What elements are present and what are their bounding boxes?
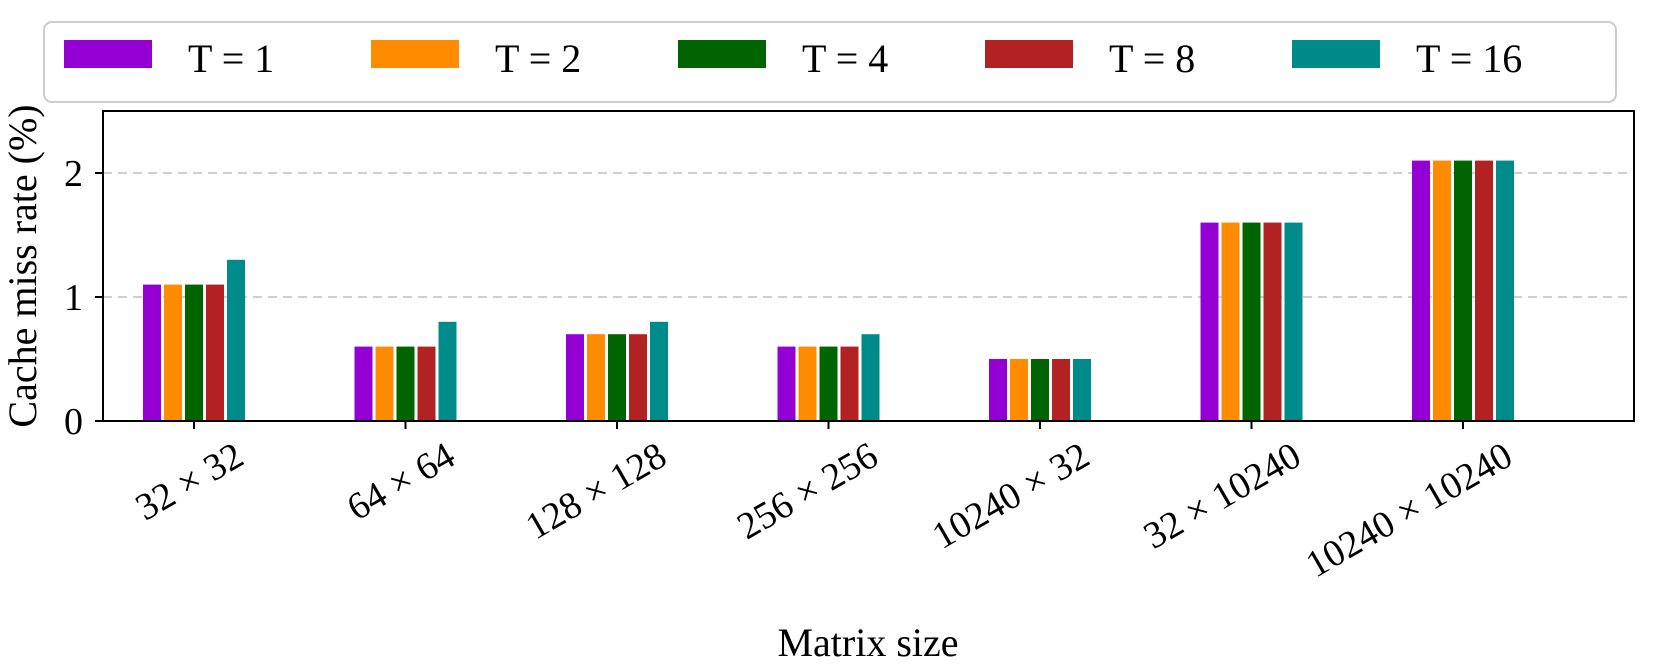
x-tick-label: 32 × 32 bbox=[129, 434, 251, 529]
x-axis-ticks: 32 × 32 64 × 64 128 × 128 256 × 256 10240 × … bbox=[129, 421, 1520, 586]
bar-t8-4 bbox=[1052, 359, 1070, 421]
bar-t1-4 bbox=[989, 359, 1007, 421]
bar-t1-0 bbox=[143, 284, 161, 421]
bar-t16-0 bbox=[227, 259, 245, 421]
legend: T = 1 T = 2 T = 4 T = 8 T = 16 bbox=[43, 21, 1617, 103]
y-axis-ticks: 0 1 2 bbox=[64, 153, 103, 443]
bar-t16-6 bbox=[1496, 160, 1514, 421]
bar-t2-2 bbox=[587, 334, 605, 421]
legend-swatch bbox=[985, 40, 1073, 68]
legend-label: T = 2 bbox=[495, 36, 581, 81]
bar-t2-1 bbox=[375, 346, 394, 421]
x-tick-label: 10240 × 32 bbox=[925, 434, 1096, 557]
bar-t4-4 bbox=[1031, 359, 1049, 421]
bar-t16-4 bbox=[1073, 359, 1091, 421]
legend-swatch bbox=[678, 40, 766, 68]
bar-t4-6 bbox=[1454, 160, 1472, 421]
bar-t16-2 bbox=[650, 321, 668, 421]
legend-label: T = 8 bbox=[1109, 36, 1195, 81]
legend-label: T = 1 bbox=[188, 36, 274, 81]
x-tick-label: 256 × 256 bbox=[730, 434, 885, 548]
bar-t8-0 bbox=[206, 284, 224, 421]
legend-swatch bbox=[371, 40, 459, 68]
bar-t8-6 bbox=[1475, 160, 1493, 421]
bar-t16-5 bbox=[1284, 222, 1303, 421]
y-tick-label: 0 bbox=[64, 401, 83, 443]
bar-t2-5 bbox=[1221, 222, 1240, 421]
plot-frame bbox=[102, 110, 1635, 422]
bar-t2-4 bbox=[1010, 359, 1028, 421]
bar-t16-1 bbox=[438, 321, 457, 421]
bar-t4-0 bbox=[185, 284, 203, 421]
bar-t8-5 bbox=[1263, 222, 1282, 421]
bar-t2-3 bbox=[798, 346, 817, 421]
bar-t8-1 bbox=[417, 346, 436, 421]
x-tick-label: 128 × 128 bbox=[519, 434, 674, 548]
x-axis-label: Matrix size bbox=[777, 620, 958, 664]
legend-swatch bbox=[64, 40, 152, 68]
bar-t4-2 bbox=[608, 334, 626, 421]
bar-t4-3 bbox=[819, 346, 838, 421]
y-tick-label: 2 bbox=[64, 153, 83, 195]
x-tick-label: 32 × 10240 bbox=[1137, 434, 1308, 557]
legend-swatch bbox=[1292, 40, 1380, 68]
plot-area: 0 1 2 32 × 32 64 × 64 128 × 128 256 × 256 1024… bbox=[64, 110, 1635, 586]
bar-t8-2 bbox=[629, 334, 647, 421]
bar-t1-6 bbox=[1412, 160, 1430, 421]
bar-t1-1 bbox=[354, 346, 373, 421]
bar-t4-1 bbox=[396, 346, 415, 421]
y-tick-label: 1 bbox=[64, 277, 83, 319]
bar-t1-3 bbox=[777, 346, 796, 421]
bar-t4-5 bbox=[1242, 222, 1261, 421]
bar-t2-0 bbox=[164, 284, 182, 421]
bar-t1-5 bbox=[1200, 222, 1219, 421]
x-tick-label: 64 × 64 bbox=[340, 434, 462, 529]
x-tick-label: 10240 × 10240 bbox=[1299, 434, 1520, 586]
bar-t8-3 bbox=[840, 346, 859, 421]
bar-t16-3 bbox=[861, 334, 880, 421]
legend-label: T = 16 bbox=[1416, 36, 1522, 81]
legend-label: T = 4 bbox=[802, 36, 888, 81]
bars bbox=[143, 160, 1514, 421]
bar-t2-6 bbox=[1433, 160, 1451, 421]
gridlines bbox=[103, 172, 1634, 298]
bar-t1-2 bbox=[566, 334, 584, 421]
y-axis-label: Cache miss rate (%) bbox=[0, 104, 45, 427]
